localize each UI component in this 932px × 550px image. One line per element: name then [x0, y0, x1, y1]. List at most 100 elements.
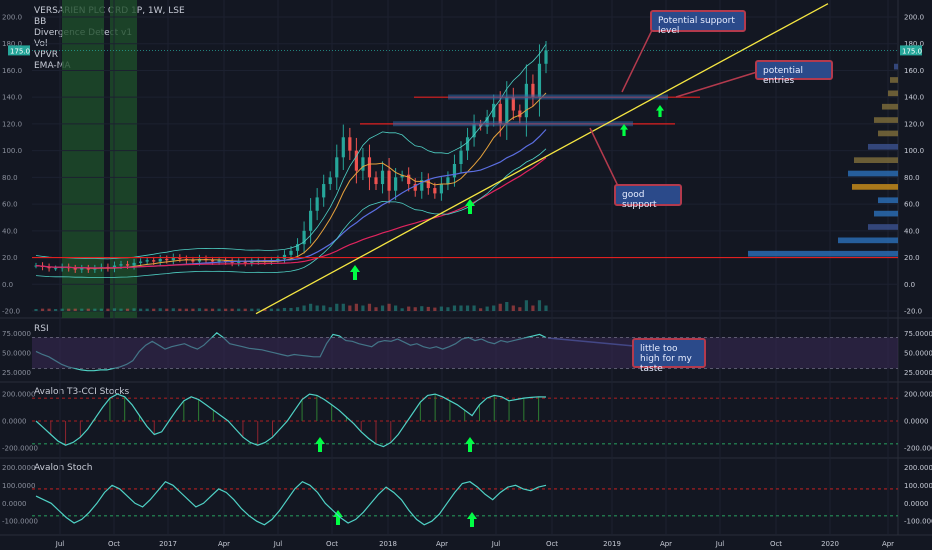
volume-bar — [498, 303, 502, 311]
time-tick-label: Jul — [55, 540, 65, 548]
entry-arrow-icon — [465, 437, 475, 452]
volume-bar — [433, 307, 437, 311]
candle — [354, 150, 358, 171]
candle — [420, 180, 424, 191]
volume-bar — [322, 305, 326, 311]
trendline — [255, 3, 829, 315]
volume-bar — [139, 308, 143, 311]
time-tick-label: 2020 — [821, 540, 839, 548]
stoch-line — [35, 480, 547, 526]
price-tick-label: 20.0 — [904, 254, 920, 262]
rsi-band — [32, 337, 898, 369]
volume-bar — [60, 308, 64, 311]
candle — [328, 177, 332, 185]
volume-bar — [413, 307, 417, 311]
candle — [145, 260, 149, 262]
candle — [459, 150, 463, 164]
candle — [315, 197, 319, 211]
candle — [119, 264, 123, 266]
volume-profile-bar — [852, 184, 898, 190]
stoch-tick-label: 0.0000 — [904, 500, 929, 508]
candle — [197, 258, 202, 262]
candle — [165, 258, 169, 261]
candle — [361, 157, 365, 171]
candle — [86, 268, 90, 270]
candle — [413, 184, 417, 191]
candle — [452, 164, 457, 178]
volume-profile-bar — [848, 170, 898, 177]
volume-bar — [125, 308, 130, 311]
candle — [524, 83, 528, 118]
volume-profile-bar — [890, 77, 898, 83]
volume-bar — [459, 305, 463, 311]
candle — [125, 264, 130, 266]
price-tick-label-left: -20.0 — [2, 308, 20, 316]
rsi-tick-label: 25.0000 — [904, 369, 932, 377]
entry-arrow-icon — [315, 437, 325, 452]
price-tick-label-left: 20.0 — [2, 254, 18, 262]
candle — [407, 174, 411, 185]
rsi-tick-label-left: 50.0000 — [2, 349, 31, 357]
volume-bar — [269, 308, 273, 311]
candle — [309, 210, 313, 231]
stoch-tick-label: -100.0000 — [904, 518, 932, 526]
candle — [158, 258, 162, 262]
candle — [426, 180, 430, 189]
time-tick-label: Apr — [218, 540, 230, 548]
price-tick-label: 100.0 — [904, 147, 924, 155]
volume-bar — [407, 306, 411, 311]
time-tick-label: Oct — [326, 540, 338, 548]
stoch-tick-label: 100.0000 — [904, 482, 932, 490]
volume-bar — [387, 303, 391, 311]
candle — [348, 137, 352, 151]
callout-good-support: good support — [614, 184, 682, 210]
volume-bar — [465, 305, 470, 311]
volume-bar — [374, 307, 378, 311]
time-tick-label: 2018 — [379, 540, 397, 548]
candle — [433, 188, 437, 194]
volume-profile-bar — [894, 63, 898, 70]
time-tick-label: Jul — [273, 540, 283, 548]
candle — [367, 157, 372, 178]
volume-bar — [171, 308, 175, 311]
candle — [93, 268, 97, 270]
indicator-ema-ma[interactable]: EMA-MA — [34, 61, 71, 71]
volume-bar — [73, 308, 77, 311]
indicator-vpvr[interactable]: VPVR — [34, 50, 58, 60]
candle — [322, 184, 326, 198]
volume-bar — [204, 308, 208, 311]
time-tick-label: 2019 — [603, 540, 621, 548]
candle — [276, 258, 280, 261]
volume-bar — [426, 306, 430, 311]
price-tick-label: 160.0 — [904, 67, 924, 75]
t3-pane-title: Avalon T3-CCI Stocks — [34, 387, 130, 397]
rsi-tick-label-left: 25.0000 — [2, 369, 31, 377]
volume-bar — [237, 308, 241, 311]
volume-bar — [54, 309, 58, 311]
volume-bar — [106, 308, 110, 311]
candle — [112, 265, 117, 269]
time-tick-label: 2017 — [159, 540, 177, 548]
stoch-tick-label: 200.0000 — [904, 464, 932, 472]
volume-bar — [34, 309, 38, 311]
candle — [387, 170, 391, 191]
price-tick-label: 200.0 — [904, 14, 924, 22]
volume-bar — [485, 306, 489, 311]
volume-bar — [452, 305, 457, 311]
candle — [250, 261, 254, 263]
stoch-tick-label-left: 0.0000 — [2, 500, 27, 508]
entry-arrow-icon — [620, 124, 629, 136]
indicator-bb[interactable]: BB — [34, 17, 47, 27]
price-tick-label-left: 80.0 — [2, 174, 18, 182]
candle — [178, 257, 182, 259]
stoch-tick-label-left: -100.0000 — [2, 518, 38, 526]
entry-arrow-icon — [467, 512, 477, 527]
volume-bar — [380, 305, 385, 311]
volume-profile-bar — [874, 210, 898, 217]
candle — [400, 174, 404, 178]
price-tick-label: 40.0 — [904, 227, 920, 235]
volume-bar — [282, 307, 287, 311]
candle — [230, 261, 234, 263]
